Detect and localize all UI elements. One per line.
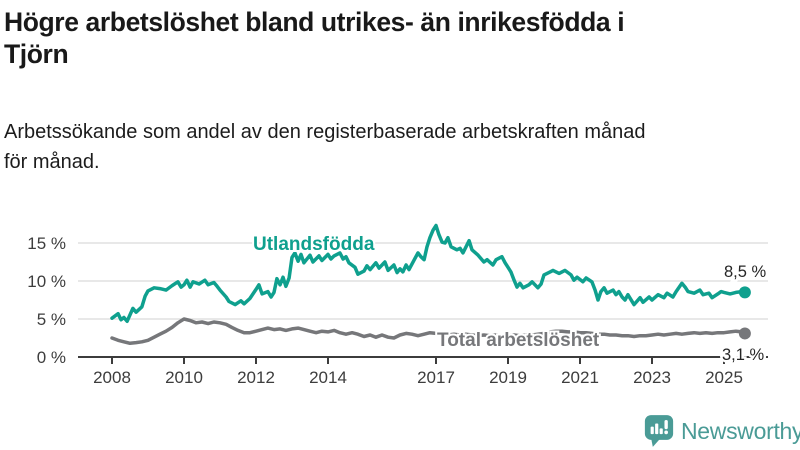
x-axis-label: 2014 (309, 368, 347, 387)
series-label: Total arbetslöshet (437, 330, 600, 351)
series-line-total-arbetsl-shet (110, 317, 747, 346)
x-axis-label: 2010 (165, 368, 203, 387)
newsworthy-logo: Newsworthy (644, 414, 800, 448)
y-axis-label: 5 % (37, 310, 66, 329)
series-end-value-label: 3,1 % (722, 346, 765, 364)
series-line-utlandsf-dda (110, 223, 747, 324)
x-axis-label: 2019 (489, 368, 527, 387)
y-axis-label: 0 % (37, 348, 66, 367)
x-axis-label: 2017 (417, 368, 455, 387)
y-axis-label: 15 % (27, 234, 66, 253)
y-axis-label: 10 % (27, 272, 66, 291)
series-end-dot (738, 286, 751, 299)
unemployment-line-chart: 0 % 5 % 10 % 15 % 2008 2010 2012 2014 2017 2019 20… (27, 223, 769, 387)
x-axis-label: 2008 (93, 368, 131, 387)
chart-title: Högre arbetslöshet bland utrikes- än inr… (4, 7, 625, 70)
x-axis-label: 2023 (633, 368, 671, 387)
series-label: Utlandsfödda (253, 234, 375, 255)
series-end-dot (738, 327, 751, 340)
x-axis-label: 2025 (705, 368, 743, 387)
x-axis-label: 2012 (237, 368, 275, 387)
series-end-value-label: 8,5 % (724, 263, 767, 281)
chart-subtitle: Arbetssökande som andel av den registerb… (4, 121, 646, 173)
newsworthy-bar-chart-bubble-icon (644, 415, 674, 447)
newsworthy-logo-text: Newsworthy (681, 417, 800, 444)
x-axis-label: 2021 (561, 368, 599, 387)
